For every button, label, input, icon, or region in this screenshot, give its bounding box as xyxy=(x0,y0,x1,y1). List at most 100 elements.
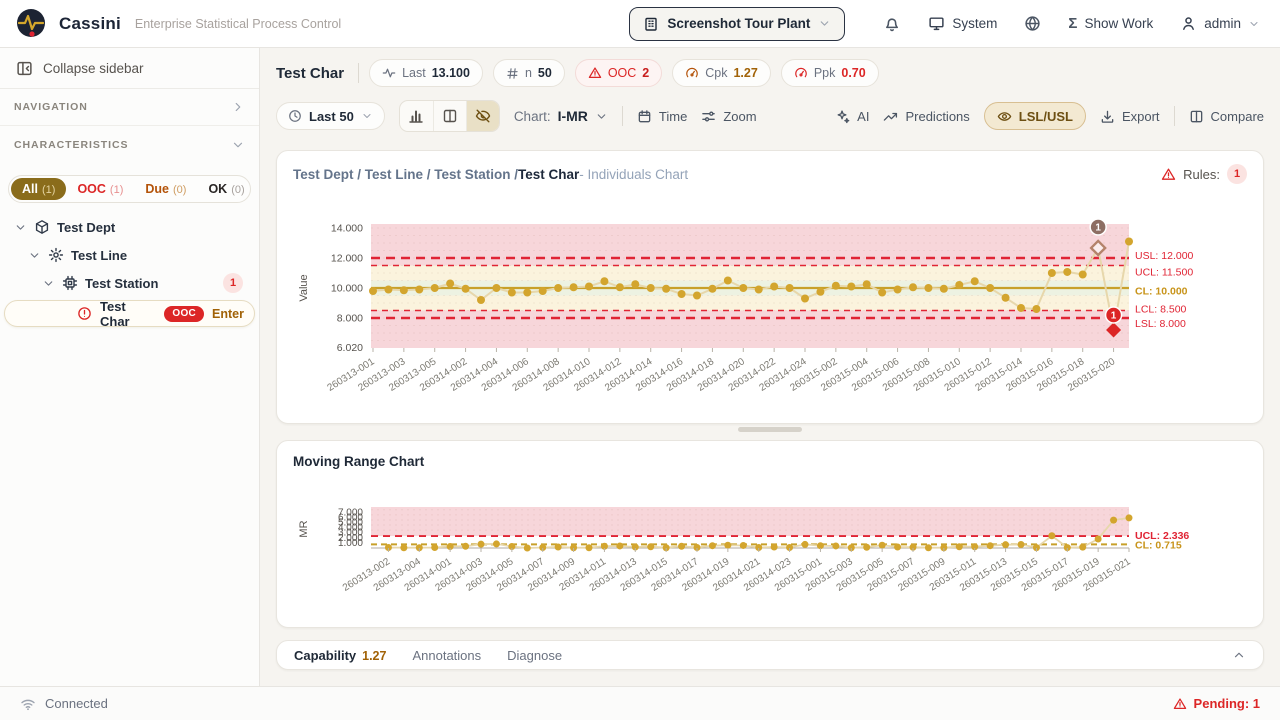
tree-item-test-station[interactable]: Test Station 1 xyxy=(0,269,259,297)
chart-type-selector[interactable]: Chart: I-MR xyxy=(514,108,608,124)
tab-annotations[interactable]: Annotations xyxy=(412,647,482,663)
chevron-down-icon xyxy=(818,17,831,30)
svg-text:CL: 0.715: CL: 0.715 xyxy=(1135,539,1182,551)
chevron-down-icon[interactable] xyxy=(14,221,27,234)
lsl-usl-toggle[interactable]: LSL/USL xyxy=(983,102,1086,130)
svg-text:Value: Value xyxy=(298,274,310,301)
rules-count-badge: 1 xyxy=(1227,164,1247,184)
svg-text:1.000: 1.000 xyxy=(338,538,363,549)
svg-text:8.000: 8.000 xyxy=(337,313,363,325)
stat-ooc-count[interactable]: OOC 2 xyxy=(574,59,663,87)
ai-button[interactable]: AI xyxy=(835,109,869,124)
time-button[interactable]: Time xyxy=(637,109,687,124)
individuals-chart-panel: Test Dept / Test Line / Test Station / T… xyxy=(276,150,1264,424)
stats-bar: Test Char Last 13.100 n 50 OOC 2 Cpk 1.27 Pp… xyxy=(276,58,879,88)
alert-triangle-icon xyxy=(588,66,602,80)
view-mode-group xyxy=(398,100,500,132)
gear-icon xyxy=(48,247,64,263)
activity-icon xyxy=(382,66,396,80)
moving-range-panel: Moving Range Chart UCL: 2.336 CL: 0.715 7.… xyxy=(276,440,1264,628)
predictions-button[interactable]: Predictions xyxy=(883,109,970,124)
chart-breadcrumb: Test Dept / Test Line / Test Station / xyxy=(293,166,519,182)
user-icon xyxy=(1180,15,1197,32)
tab-diagnose[interactable]: Diagnose xyxy=(507,647,563,663)
user-menu[interactable]: admin xyxy=(1180,15,1260,32)
chevron-down-icon xyxy=(595,110,608,123)
zoom-button[interactable]: Zoom xyxy=(701,109,757,124)
svg-text:12.000: 12.000 xyxy=(331,253,363,265)
rules-indicator[interactable]: Rules: 1 xyxy=(1161,164,1247,184)
show-work-label: Show Work xyxy=(1084,16,1154,31)
collapse-panel-chevron[interactable] xyxy=(1232,648,1246,662)
svg-text:UCL: 2.336: UCL: 2.336 xyxy=(1135,530,1189,542)
svg-text:CL: 10.000: CL: 10.000 xyxy=(1135,286,1188,298)
panel-resize-handle[interactable] xyxy=(738,427,802,432)
chevron-down-icon[interactable] xyxy=(42,277,55,290)
chip-icon xyxy=(62,275,78,291)
svg-text:3.000: 3.000 xyxy=(338,528,363,539)
export-button[interactable]: Export xyxy=(1100,109,1160,124)
eye-icon xyxy=(997,109,1012,124)
svg-text:10.000: 10.000 xyxy=(331,283,363,295)
stat-cpk[interactable]: Cpk 1.27 xyxy=(672,59,771,87)
chart-toolbar: Last 50 Chart: I-MR Time Zoom AI xyxy=(276,100,1264,132)
svg-text:LCL: 8.500: LCL: 8.500 xyxy=(1135,304,1187,316)
cassini-logo-icon xyxy=(17,8,45,37)
svg-text:LSL: 8.000: LSL: 8.000 xyxy=(1135,318,1186,330)
calendar-icon xyxy=(637,109,652,124)
alert-triangle-icon xyxy=(1173,697,1187,711)
ooc-count-badge: 1 xyxy=(223,273,243,293)
histogram-view-button[interactable] xyxy=(400,101,433,131)
building-icon xyxy=(643,16,659,32)
app-header: Cassini Enterprise Statistical Process C… xyxy=(0,0,1280,48)
filter-due[interactable]: Due (0) xyxy=(145,182,187,196)
navigation-label: NAVIGATION xyxy=(14,101,88,113)
split-view-button[interactable] xyxy=(432,101,466,131)
notifications-bell-icon[interactable] xyxy=(883,15,901,33)
svg-text:1: 1 xyxy=(1111,311,1117,322)
tab-capability[interactable]: Capability 1.27 xyxy=(294,647,387,663)
chevron-down-icon xyxy=(361,110,373,122)
tree-item-test-char-selected[interactable]: Test Char OOC Enter xyxy=(4,299,255,329)
filter-ok[interactable]: OK (0) xyxy=(208,182,245,196)
characteristics-section-header[interactable]: CHARACTERISTICS xyxy=(0,126,259,163)
wifi-icon xyxy=(20,696,36,712)
collapse-sidebar-button[interactable]: Collapse sidebar xyxy=(0,48,259,89)
alert-triangle-icon xyxy=(1161,167,1176,182)
system-menu[interactable]: System xyxy=(928,15,997,32)
globe-icon[interactable] xyxy=(1024,15,1041,32)
stat-last-value[interactable]: Last 13.100 xyxy=(369,59,483,87)
filter-ooc[interactable]: OOC (1) xyxy=(77,182,124,196)
svg-text:MR: MR xyxy=(298,520,310,537)
range-selector[interactable]: Last 50 xyxy=(276,102,385,130)
chevron-down-icon xyxy=(1248,18,1260,30)
tree-item-test-dept[interactable]: Test Dept xyxy=(0,213,259,241)
pending-indicator[interactable]: Pending: 1 xyxy=(1173,696,1260,711)
svg-text:6.000: 6.000 xyxy=(338,512,363,523)
ooc-status-badge: OOC xyxy=(164,305,205,322)
individuals-chart[interactable]: USL: 12.000 UCL: 11.500 CL: 10.000 LCL: 8.5… xyxy=(293,191,1249,419)
stat-ppk[interactable]: Ppk 0.70 xyxy=(780,59,879,87)
plant-selector-button[interactable]: Screenshot Tour Plant xyxy=(629,6,846,41)
svg-text:4.000: 4.000 xyxy=(338,523,363,534)
chart-type-suffix: - Individuals Chart xyxy=(579,166,689,182)
enter-action[interactable]: Enter xyxy=(212,306,244,321)
svg-text:6.020: 6.020 xyxy=(337,342,363,354)
sparkles-icon xyxy=(835,109,850,124)
download-icon xyxy=(1100,109,1115,124)
columns-icon xyxy=(1189,109,1204,124)
tree-item-test-line[interactable]: Test Line xyxy=(0,241,259,269)
show-work-menu[interactable]: Σ Show Work xyxy=(1068,15,1153,32)
collapse-sidebar-label: Collapse sidebar xyxy=(43,60,144,76)
svg-text:7.000: 7.000 xyxy=(338,507,363,518)
user-name: admin xyxy=(1204,16,1241,31)
navigation-section-header[interactable]: NAVIGATION xyxy=(0,89,259,126)
filter-all[interactable]: All (1) xyxy=(11,178,67,200)
stat-sample-count[interactable]: n 50 xyxy=(492,59,565,87)
chevron-down-icon[interactable] xyxy=(28,249,41,262)
hide-annotations-button[interactable] xyxy=(465,101,499,131)
system-label: System xyxy=(952,16,998,31)
compare-button[interactable]: Compare xyxy=(1189,109,1264,124)
svg-text:2.000: 2.000 xyxy=(338,533,363,544)
